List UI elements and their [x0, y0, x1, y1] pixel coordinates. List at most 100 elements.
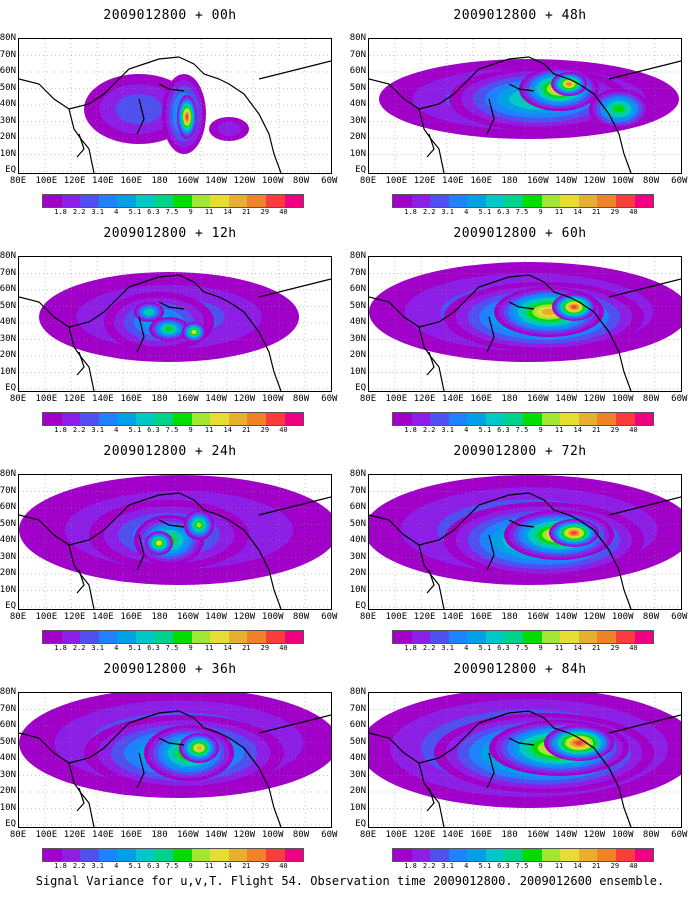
latitude-label: 30N [0, 333, 16, 344]
colorbar [392, 848, 654, 862]
panel-title: 2009012800 + 24h [103, 444, 237, 459]
latitude-label: 40N [349, 753, 366, 763]
contour-fill [566, 82, 572, 86]
latitude-label: 40N [349, 535, 366, 545]
coastline [68, 274, 180, 328]
colorbar-label: 40 [629, 208, 638, 216]
colorbar-label: 4 [114, 208, 119, 216]
coastline [418, 710, 530, 764]
colorbar-swatch [504, 631, 524, 643]
longitude-label: 80E [359, 176, 377, 186]
colorbar-label: 29 [260, 862, 270, 870]
colorbar-swatch [80, 631, 99, 643]
colorbar-label: 1.8 [404, 862, 417, 870]
longitude-label: 80E [9, 830, 27, 840]
map-area [368, 474, 682, 610]
longitude-label: 140W [555, 394, 577, 404]
colorbar-swatch [80, 849, 99, 861]
contour-fill [613, 105, 625, 113]
latitude-label: 20N [0, 568, 16, 578]
colorbar [42, 412, 304, 426]
variance-field [19, 39, 331, 173]
latitude-label: 50N [349, 736, 366, 747]
colorbar-label: 5.1 [128, 426, 142, 434]
colorbar-swatch [485, 631, 505, 643]
longitude-label: 120E [413, 830, 436, 840]
colorbar-label: 9 [538, 208, 543, 216]
colorbar-label: 21 [592, 426, 601, 434]
longitude-label: 100E [35, 176, 58, 186]
longitude-label: 120W [233, 830, 256, 840]
longitude-label: 160E [120, 394, 143, 404]
colorbar-swatch [173, 631, 192, 643]
longitude-label: 80W [642, 612, 660, 622]
latitude-label: 30N [349, 769, 366, 780]
variance-field [369, 693, 681, 827]
latitude-label: 40N [0, 753, 16, 763]
longitude-label: 80W [292, 176, 310, 186]
coastline [136, 98, 145, 135]
panel-title: 2009012800 + 72h [453, 444, 587, 459]
map-panel: 2009012800 + 60h 80N 70N 60N 50N 40N 30N 20N 10N… [350, 226, 690, 444]
colorbar-swatch [634, 413, 654, 425]
longitude-label: 140E [92, 394, 114, 404]
colorbar-label: 40 [279, 644, 288, 652]
longitude-label: 120W [583, 176, 606, 186]
map-area [18, 256, 332, 392]
colorbar-swatch [430, 849, 449, 861]
longitude-label: 80W [642, 176, 660, 186]
colorbar-label: 6.3 [497, 862, 510, 870]
colorbar-label: 1.8 [54, 208, 67, 216]
latitude-label: 10N [349, 584, 366, 595]
colorbar-label: 9 [538, 862, 543, 870]
latitude-label: 60N [0, 720, 16, 730]
coastline [68, 710, 180, 764]
colorbar-swatch [154, 631, 174, 643]
colorbar-swatch [578, 195, 598, 207]
colorbar-label: 3.1 [91, 208, 105, 216]
colorbar-swatch [411, 195, 431, 207]
longitude-label: 120E [413, 394, 436, 404]
colorbar-label: 4 [114, 426, 119, 434]
latitude-label: 30N [349, 115, 366, 126]
colorbar-swatch [135, 849, 155, 861]
colorbar-swatch [191, 849, 211, 861]
coastline [418, 274, 530, 328]
colorbar-label: 3.1 [91, 644, 105, 652]
longitude-label: 160W [526, 394, 549, 404]
contour-fill [217, 121, 241, 137]
latitude-label: 40N [349, 317, 366, 327]
longitude-label: 120E [63, 176, 86, 186]
contour-fill [541, 308, 557, 316]
coastline [258, 60, 331, 80]
contour-fill [575, 741, 583, 745]
latitude-label: 70N [349, 485, 366, 496]
colorbar-swatch [467, 195, 486, 207]
map-panel: 2009012800 + 84h 80N 70N 60N 50N 40N 30N 20N 10N… [350, 662, 690, 880]
longitude-label: 80W [292, 612, 310, 622]
colorbar-swatch [191, 413, 211, 425]
longitude-label: 140E [92, 176, 114, 186]
latitude-label: EQ [355, 165, 366, 175]
latitude-label: 10N [0, 802, 16, 813]
colorbar-swatch [430, 631, 449, 643]
latitude-label: 20N [0, 350, 16, 360]
colorbar-label: 9 [188, 644, 193, 652]
colorbar-swatch [467, 849, 486, 861]
colorbar-swatch [98, 195, 118, 207]
colorbar-label: 14 [223, 426, 232, 434]
coastline [76, 133, 85, 158]
colorbar-label: 11 [554, 644, 564, 652]
latitude-label: 20N [349, 786, 366, 796]
longitude-label: 100E [35, 612, 58, 622]
longitude-label: 100W [261, 176, 284, 186]
colorbar-swatch [135, 413, 155, 425]
coastline [369, 78, 445, 173]
colorbar-label: 40 [629, 426, 638, 434]
latitude-label: 10N [0, 148, 16, 159]
longitude-label: 100W [261, 394, 284, 404]
coastline [19, 514, 95, 609]
longitude-label: 120E [63, 830, 86, 840]
colorbar-label: 21 [242, 644, 251, 652]
coastline [508, 737, 535, 746]
